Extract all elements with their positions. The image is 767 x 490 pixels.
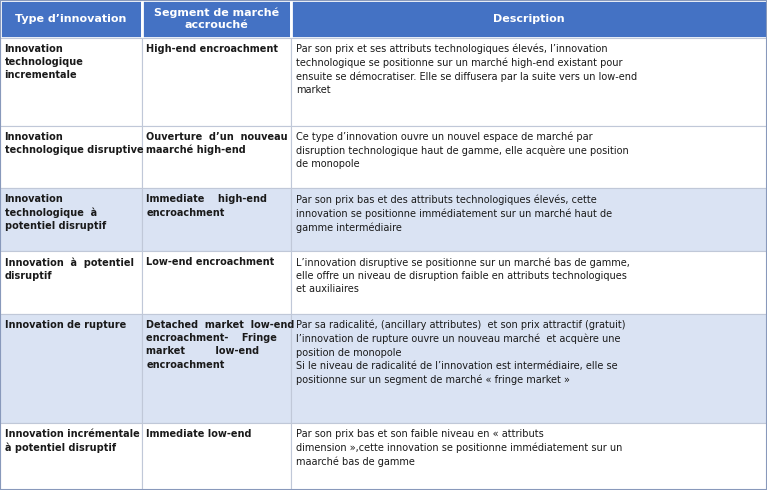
Bar [0, 314, 142, 423]
Text: Innovation
technologique  à
potentiel disruptif: Innovation technologique à potentiel dis… [5, 195, 106, 231]
Text: Ouverture  d’un  nouveau
maarché high-end: Ouverture d’un nouveau maarché high-end [146, 131, 288, 155]
Text: Detached  market  low-end
encroachment-    Fringe
market         low-end
encroac: Detached market low-end encroachment- Fr… [146, 320, 295, 369]
Bar [291, 189, 767, 251]
Text: Segment de marché
accrouché: Segment de marché accrouché [154, 7, 279, 30]
Text: Par sa radicalité, (ancillary attributes)  et son prix attractif (gratuit)
l’inn: Par sa radicalité, (ancillary attributes… [296, 320, 626, 385]
Bar [291, 125, 767, 189]
Bar [291, 0, 767, 38]
Bar [142, 125, 291, 189]
Text: Immediate    high-end
encroachment: Immediate high-end encroachment [146, 195, 268, 218]
Text: Immediate low-end: Immediate low-end [146, 429, 252, 439]
Text: Par son prix bas et son faible niveau en « attributs
dimension »,cette innovatio: Par son prix bas et son faible niveau en… [296, 429, 623, 466]
Bar [142, 38, 291, 125]
Text: Innovation  à  potentiel
disruptif: Innovation à potentiel disruptif [5, 257, 133, 281]
Bar [291, 38, 767, 125]
Bar [291, 314, 767, 423]
Bar [142, 251, 291, 314]
Text: Innovation
technologique
incrementale: Innovation technologique incrementale [5, 44, 84, 80]
Bar [142, 0, 291, 38]
Bar [0, 0, 142, 38]
Bar [291, 251, 767, 314]
Bar [0, 189, 142, 251]
Text: Innovation de rupture: Innovation de rupture [5, 320, 126, 330]
Text: L’innovation disruptive se positionne sur un marché bas de gamme,
elle offre un : L’innovation disruptive se positionne su… [296, 257, 630, 294]
Text: Innovation
technologique disruptive: Innovation technologique disruptive [5, 131, 143, 155]
Bar [291, 423, 767, 490]
Text: Par son prix et ses attributs technologiques élevés, l’innovation
technologique : Par son prix et ses attributs technologi… [296, 44, 637, 95]
Text: Low-end encroachment: Low-end encroachment [146, 257, 275, 267]
Text: Description: Description [493, 14, 565, 24]
Bar [142, 423, 291, 490]
Text: High-end encroachment: High-end encroachment [146, 44, 278, 53]
Text: Ce type d’innovation ouvre un nouvel espace de marché par
disruption technologiq: Ce type d’innovation ouvre un nouvel esp… [296, 131, 629, 169]
Text: Innovation incrémentale
à potentiel disruptif: Innovation incrémentale à potentiel disr… [5, 429, 140, 453]
Text: Par son prix bas et des attributs technologiques élevés, cette
innovation se pos: Par son prix bas et des attributs techno… [296, 195, 612, 233]
Bar [0, 38, 142, 125]
Bar [0, 251, 142, 314]
Bar [142, 314, 291, 423]
Bar [0, 125, 142, 189]
Text: Type d’innovation: Type d’innovation [15, 14, 127, 24]
Bar [142, 189, 291, 251]
Bar [0, 423, 142, 490]
